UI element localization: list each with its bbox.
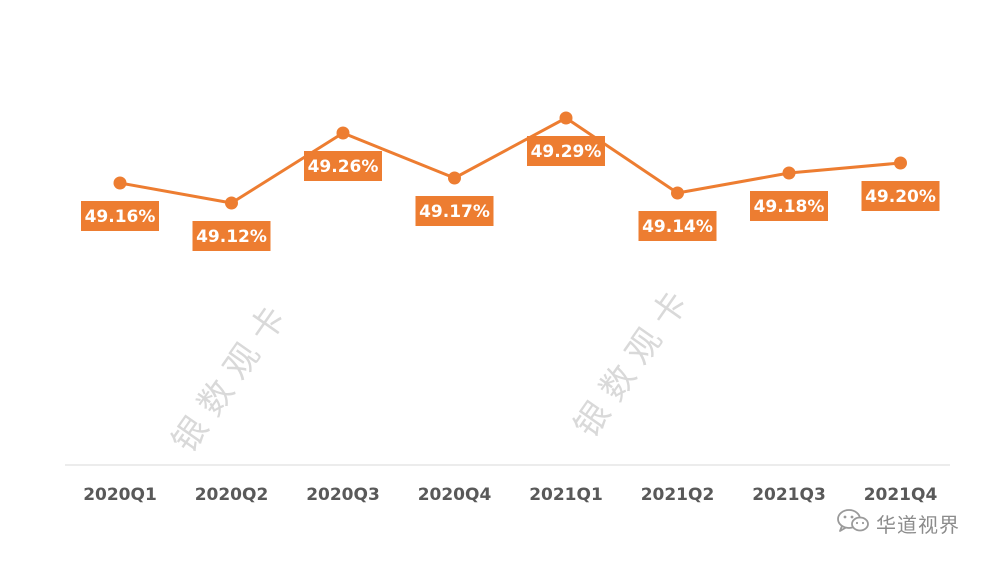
data-label-box [861, 181, 940, 211]
data-label-box [304, 151, 382, 181]
brand-watermark: 华道视界 [836, 508, 960, 538]
data-label: 49.18% [750, 191, 828, 221]
data-label-text: 49.26% [308, 157, 379, 177]
x-tick-label: 2021Q3 [752, 485, 826, 505]
data-label-box [638, 211, 717, 241]
x-tick-label: 2021Q2 [641, 485, 715, 505]
data-point [671, 186, 684, 200]
data-label: 49.29% [527, 136, 605, 166]
wechat-icon [836, 508, 870, 538]
data-label: 49.20% [861, 181, 940, 211]
data-label-text: 49.12% [196, 227, 267, 247]
x-tick-label: 2020Q2 [195, 485, 269, 505]
data-label-box [750, 191, 828, 221]
series-points [113, 111, 907, 210]
data-label-text: 49.17% [419, 202, 490, 222]
series-line [119, 116, 901, 205]
x-tick-label: 2020Q1 [83, 485, 157, 505]
data-label: 49.17% [415, 196, 494, 226]
data-point [225, 196, 238, 210]
data-labels: 49.16% 49.12% 49.26% 49.17% 49.29% 49.14% 49.1… [81, 136, 940, 251]
watermark-group: 银 数 观 卡 银 数 观 卡 [165, 284, 696, 460]
x-tick-label: 2020Q4 [418, 485, 492, 505]
data-point [559, 111, 573, 125]
x-tick-label: 2020Q3 [306, 485, 380, 505]
data-label-text: 49.18% [754, 197, 825, 217]
data-label-text: 49.16% [85, 207, 156, 227]
data-label: 49.12% [192, 221, 271, 251]
watermark-text: 银 数 观 卡 [165, 299, 294, 460]
data-label-box [527, 136, 605, 166]
data-point [113, 176, 127, 190]
watermark-text: 银 数 观 卡 [567, 284, 696, 445]
data-label-box [415, 196, 494, 226]
data-label-text: 49.20% [865, 187, 936, 207]
brand-name: 华道视界 [876, 512, 960, 537]
x-tick-label: 2021Q4 [864, 485, 938, 505]
data-label-box [192, 221, 271, 251]
data-label-text: 49.14% [642, 217, 713, 237]
data-point [336, 126, 350, 140]
data-point [782, 166, 796, 180]
x-tick-labels: 2020Q1 2020Q2 2020Q3 2020Q4 2021Q1 2021Q2 2021… [83, 485, 937, 505]
data-label: 49.26% [304, 151, 382, 181]
data-label: 49.14% [638, 211, 717, 241]
data-label-text: 49.29% [531, 142, 602, 162]
data-label-box [81, 201, 159, 231]
x-tick-label: 2021Q1 [529, 485, 603, 505]
data-label: 49.16% [81, 201, 159, 231]
data-point [894, 156, 907, 170]
data-point [448, 171, 461, 185]
